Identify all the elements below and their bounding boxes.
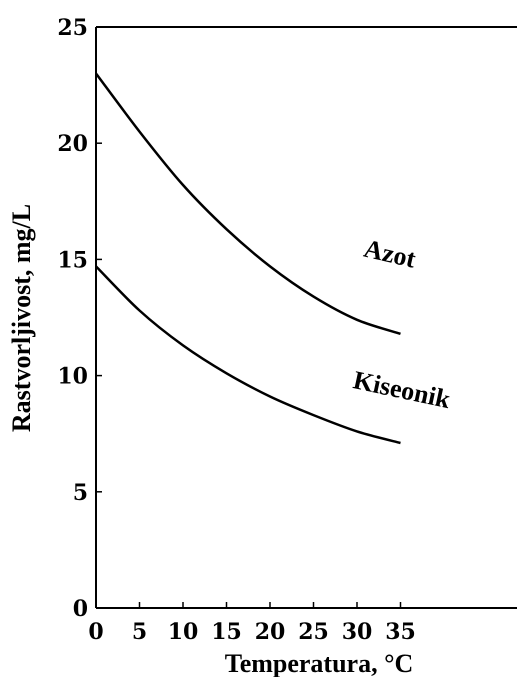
x-axis-label: Temperatura, °C [225, 649, 414, 677]
y-axis-label: Rastvorljivost, mg/L [7, 204, 36, 432]
x-tick-label-20: 20 [255, 619, 286, 645]
x-tick-label-0: 0 [88, 619, 103, 645]
series-line-azot [95, 72, 401, 335]
series-line-kiseonik [95, 265, 401, 445]
y-tick-label-5: 5 [73, 480, 88, 506]
x-tick-label-5: 5 [132, 619, 147, 645]
y-tick-label-25: 25 [57, 15, 88, 41]
y-tick-label-15: 15 [57, 247, 88, 273]
x-ticks: 0 5 10 15 20 25 30 35 [88, 602, 416, 645]
y-ticks: 0 5 10 15 20 25 [57, 15, 102, 622]
x-tick-label-25: 25 [298, 619, 329, 645]
y-tick-label-20: 20 [57, 131, 88, 157]
x-tick-label-15: 15 [211, 619, 242, 645]
series-label-azot: Azot [361, 234, 418, 274]
x-tick-label-10: 10 [168, 619, 199, 645]
series-label-kiseonik: Kiseonik [351, 365, 454, 414]
plot-frame [95, 26, 517, 609]
y-tick-label-10: 10 [57, 364, 88, 390]
x-tick-label-30: 30 [342, 619, 373, 645]
x-tick-label-35: 35 [385, 619, 416, 645]
y-tick-label-0: 0 [73, 596, 88, 622]
series-layer [95, 72, 401, 445]
